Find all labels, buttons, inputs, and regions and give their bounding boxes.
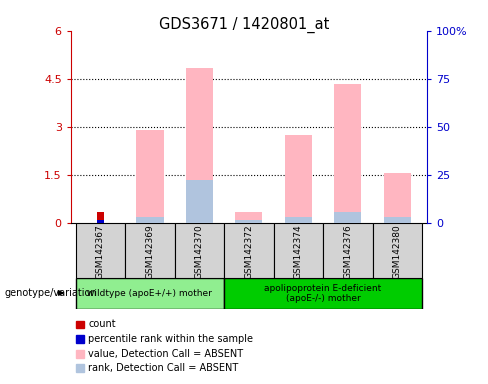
Text: GSM142369: GSM142369 [145,224,154,279]
FancyBboxPatch shape [274,223,323,278]
FancyBboxPatch shape [224,223,274,278]
Text: GSM142367: GSM142367 [96,224,105,279]
Text: GSM142376: GSM142376 [344,224,352,279]
Bar [186,68,213,223]
Bar [384,217,411,223]
Bar [334,212,362,223]
Text: genotype/variation: genotype/variation [5,288,98,298]
Text: apolipoprotein E-deficient
(apoE-/-) mother: apolipoprotein E-deficient (apoE-/-) mot… [264,284,382,303]
FancyBboxPatch shape [125,223,175,278]
Bar [76,350,84,358]
Bar [334,84,362,223]
Bar [285,217,312,223]
Bar [136,217,163,223]
Text: GSM142372: GSM142372 [244,224,253,279]
Bar [76,321,84,328]
FancyBboxPatch shape [76,223,125,278]
Text: count: count [88,319,116,329]
Text: wildtype (apoE+/+) mother: wildtype (apoE+/+) mother [87,289,212,298]
FancyBboxPatch shape [323,223,372,278]
FancyBboxPatch shape [224,278,422,309]
Bar [285,135,312,223]
Bar [97,212,104,223]
Bar [97,220,104,223]
Text: GSM142370: GSM142370 [195,224,204,279]
Bar [235,212,263,223]
FancyBboxPatch shape [175,223,224,278]
Text: GDS3671 / 1420801_at: GDS3671 / 1420801_at [159,17,329,33]
Bar [186,180,213,223]
Bar [235,220,263,223]
Text: value, Detection Call = ABSENT: value, Detection Call = ABSENT [88,349,244,359]
FancyBboxPatch shape [372,223,422,278]
Text: GSM142380: GSM142380 [393,224,402,279]
Text: GSM142374: GSM142374 [294,224,303,279]
Text: percentile rank within the sample: percentile rank within the sample [88,334,253,344]
Bar [76,335,84,343]
Bar [136,130,163,223]
FancyBboxPatch shape [76,278,224,309]
Text: rank, Detection Call = ABSENT: rank, Detection Call = ABSENT [88,363,239,373]
Bar [76,364,84,372]
Bar [384,173,411,223]
